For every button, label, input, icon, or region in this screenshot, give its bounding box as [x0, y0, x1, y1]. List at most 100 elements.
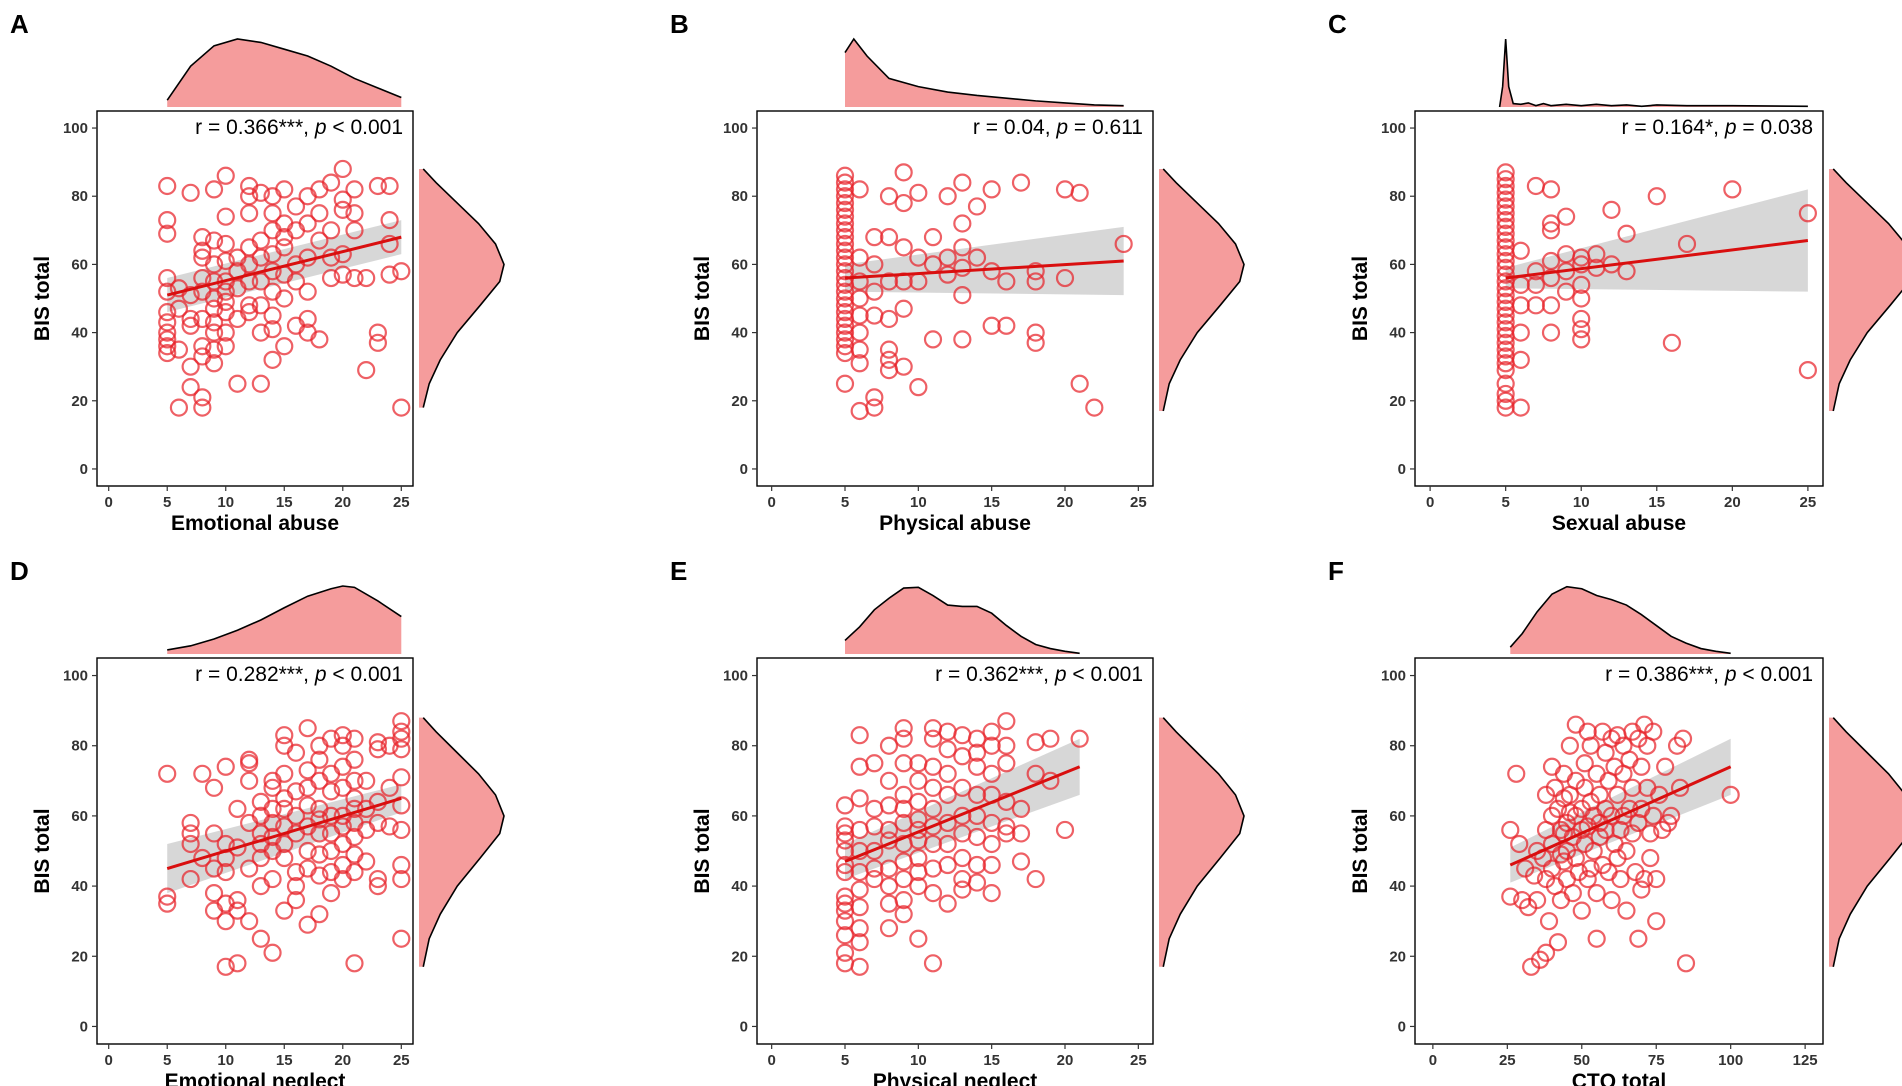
x-tick-label: 25 [1130, 1052, 1147, 1069]
data-point [216, 323, 235, 342]
data-point [321, 268, 341, 288]
data-point [298, 915, 317, 934]
panel-e: E 0 5 10 15 20 25 0 20 40 60 80 100 Physical neglect B… [670, 556, 1245, 1086]
y-tick-label: 0 [80, 461, 88, 478]
data-point [879, 771, 899, 790]
data-point [938, 894, 957, 913]
y-tick-label: 100 [723, 668, 748, 685]
data-point [263, 943, 282, 962]
data-point [1541, 180, 1561, 199]
data-point [953, 880, 972, 899]
data-point [298, 796, 317, 815]
data-point [169, 398, 189, 417]
data-point [1026, 869, 1045, 889]
y-tick-label: 40 [731, 325, 748, 342]
data-point [1670, 778, 1690, 797]
data-point [1541, 323, 1561, 342]
data-point [216, 337, 235, 356]
data-point [1798, 204, 1817, 223]
data-point [1647, 187, 1666, 206]
top-density-fill [167, 586, 402, 654]
data-point [275, 337, 294, 356]
panel-f: F 0 25 50 75 100 125 0 20 40 60 80 100 CTQ total BIS t… [1328, 556, 1902, 1086]
data-point [835, 796, 855, 815]
x-tick-label: 15 [276, 1052, 293, 1069]
x-tick-label: 25 [1499, 1052, 1516, 1069]
data-point [333, 265, 352, 284]
data-point [392, 722, 411, 741]
data-point [275, 901, 294, 920]
data-point [368, 813, 387, 833]
right-density-line [422, 168, 505, 408]
data-point [158, 210, 177, 230]
data-point [1617, 901, 1636, 920]
x-axis-title: CTQ total [1572, 1070, 1667, 1086]
x-tick-label: 15 [983, 1052, 1000, 1069]
data-point [835, 943, 855, 962]
data-point [310, 845, 329, 864]
data-point [953, 173, 972, 192]
y-tick-label: 100 [63, 120, 88, 137]
data-point [321, 221, 341, 240]
data-point [240, 754, 259, 773]
data-point [1798, 360, 1817, 380]
data-point [865, 398, 884, 417]
data-point [835, 262, 855, 281]
data-point [835, 255, 855, 274]
data-point [1026, 272, 1045, 291]
data-point [298, 719, 317, 738]
data-point [1496, 190, 1515, 209]
data-point [368, 323, 387, 342]
data-point [1496, 204, 1515, 223]
data-point [204, 824, 224, 843]
data-point [158, 268, 177, 288]
data-point [967, 873, 987, 892]
data-point [228, 954, 247, 973]
data-point [1501, 820, 1520, 840]
data-point [865, 841, 884, 861]
data-point [298, 841, 317, 861]
right-density-fill [1159, 168, 1244, 411]
data-point [380, 778, 399, 797]
data-point [392, 929, 411, 948]
data-point [835, 214, 855, 233]
data-point [835, 855, 855, 875]
y-tick-label: 60 [731, 256, 748, 273]
data-point [879, 859, 899, 878]
y-tick-label: 40 [1389, 878, 1406, 895]
data-point [1721, 785, 1740, 804]
x-tick-label: 20 [334, 1052, 351, 1069]
data-point [1677, 234, 1697, 254]
x-tick-label: 20 [1724, 494, 1741, 511]
data-point [1641, 848, 1660, 868]
panel-letter: F [1328, 556, 1344, 586]
y-tick-label: 20 [71, 393, 88, 410]
data-point [204, 778, 224, 797]
data-point [835, 862, 855, 882]
data-point [1496, 163, 1515, 182]
data-point [345, 954, 364, 973]
data-point [1662, 806, 1681, 826]
data-point [1632, 757, 1651, 776]
data-point [286, 272, 306, 291]
data-point [1541, 296, 1561, 315]
data-point [909, 929, 928, 948]
data-point [1587, 884, 1606, 903]
data-point [204, 313, 224, 332]
data-point [380, 176, 399, 196]
data-point [310, 231, 329, 250]
data-point [275, 238, 294, 257]
top-density-line [166, 38, 402, 101]
data-point [181, 285, 200, 305]
data-point [1635, 869, 1654, 889]
data-point [298, 309, 317, 329]
right-density-line [1832, 717, 1902, 967]
data-point [894, 754, 913, 773]
stat-annotation: r = 0.164*, p = 0.038 [1622, 116, 1814, 139]
data-point [923, 799, 943, 818]
data-point [392, 796, 411, 815]
data-point [310, 204, 329, 223]
data-point [997, 712, 1016, 731]
data-point [835, 323, 855, 342]
data-point [1647, 912, 1666, 931]
